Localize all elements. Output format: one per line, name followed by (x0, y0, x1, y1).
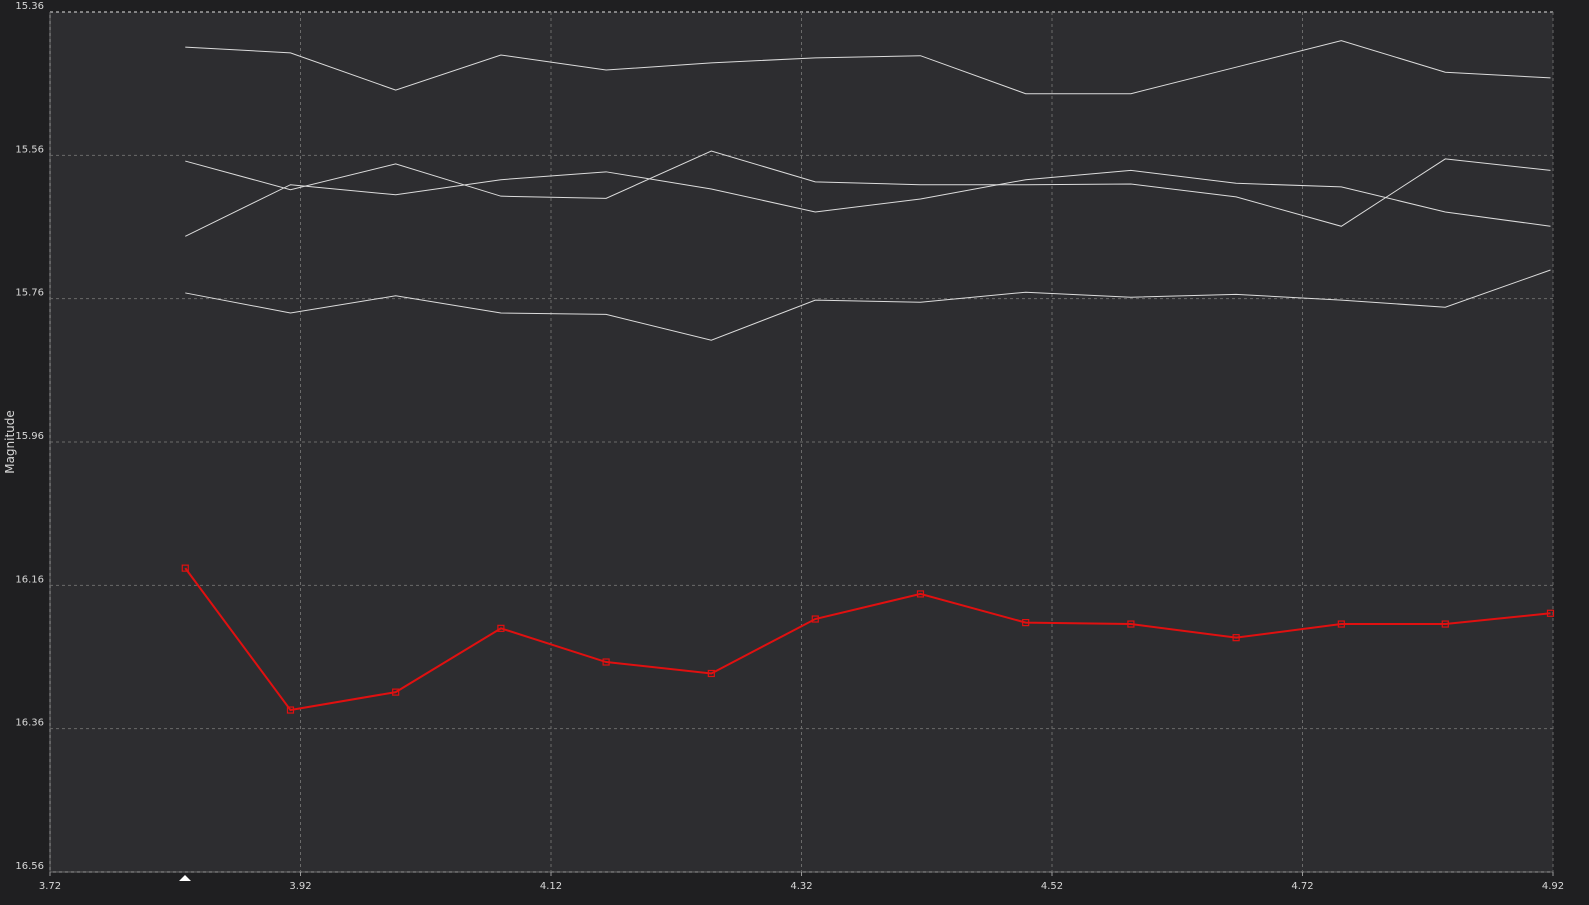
x-tick-label: 4.52 (1041, 881, 1063, 892)
x-tick-label: 3.72 (39, 881, 61, 892)
y-axis-label: Magnitude (3, 410, 17, 474)
point-marker (1127, 620, 1135, 628)
series-line (185, 269, 1551, 341)
point-marker (181, 564, 189, 572)
point-marker (602, 658, 610, 666)
y-tick-label: 16.16 (15, 574, 44, 585)
point-marker (1441, 620, 1449, 628)
y-tick-label: 15.56 (15, 144, 44, 155)
marker-indicator (179, 875, 191, 881)
point-marker (1232, 634, 1240, 642)
point-marker (1337, 620, 1345, 628)
point-marker (286, 706, 295, 714)
point-marker (1022, 618, 1030, 627)
x-tick-label: 4.12 (540, 881, 562, 892)
x-tick-label: 4.72 (1291, 881, 1313, 892)
y-tick-label: 15.36 (15, 1, 44, 12)
series-line (184, 567, 1551, 712)
y-tick-label: 15.76 (15, 288, 44, 299)
series-line (185, 40, 1551, 95)
point-marker (392, 688, 400, 696)
y-tick-label: 16.56 (15, 861, 44, 872)
point-marker (811, 615, 819, 623)
x-tick-label: 3.92 (289, 881, 311, 892)
x-tick-label: 4.92 (1542, 881, 1564, 892)
series-line (185, 169, 1551, 237)
point-marker (497, 624, 505, 632)
series-line (185, 150, 1551, 227)
y-tick-label: 16.36 (15, 718, 44, 729)
y-tick-label: 15.96 (15, 431, 44, 442)
point-marker (916, 590, 925, 598)
x-tick-label: 4.32 (790, 881, 812, 892)
point-marker (1546, 609, 1555, 617)
point-marker (707, 669, 715, 678)
